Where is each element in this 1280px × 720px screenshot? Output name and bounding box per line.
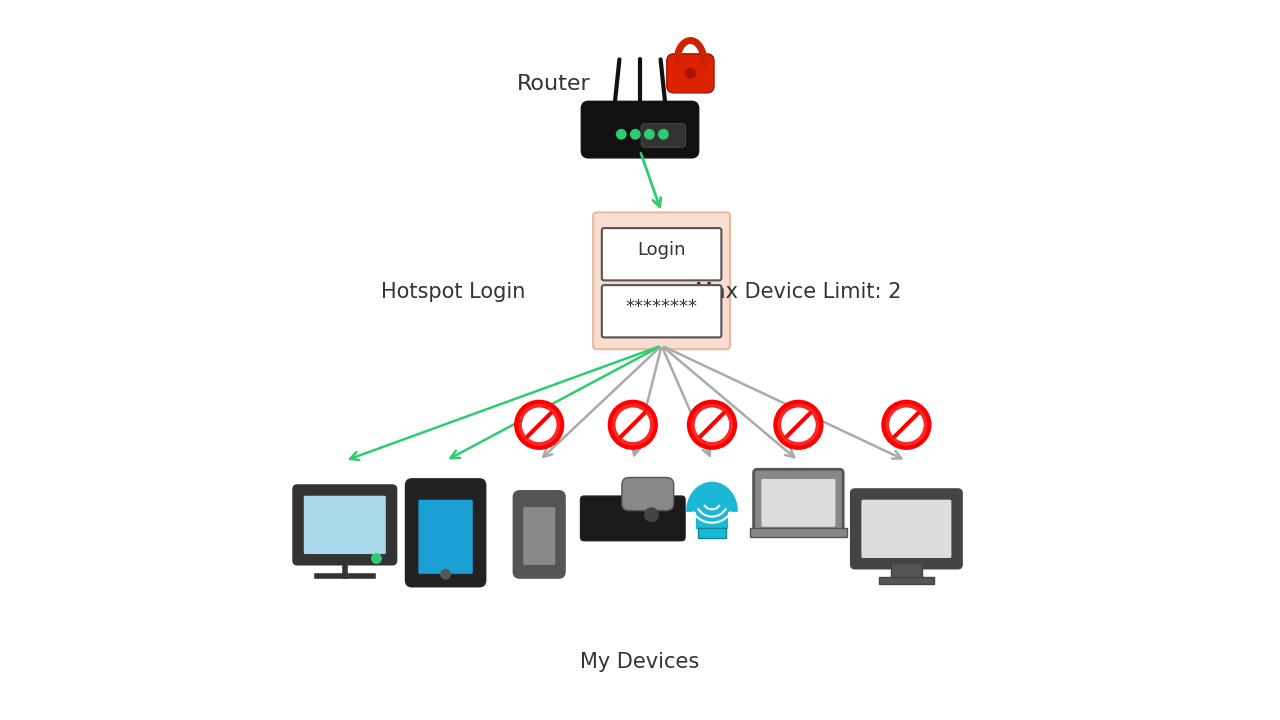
FancyBboxPatch shape xyxy=(602,285,722,338)
FancyBboxPatch shape xyxy=(750,528,847,536)
Circle shape xyxy=(883,402,929,448)
FancyBboxPatch shape xyxy=(515,492,564,577)
Circle shape xyxy=(782,408,815,441)
FancyBboxPatch shape xyxy=(696,510,728,529)
FancyBboxPatch shape xyxy=(406,480,485,586)
FancyBboxPatch shape xyxy=(851,490,961,568)
FancyBboxPatch shape xyxy=(861,500,951,558)
Text: Max Device Limit: 2: Max Device Limit: 2 xyxy=(695,282,901,302)
Circle shape xyxy=(617,130,626,139)
Text: Router: Router xyxy=(517,73,590,94)
Circle shape xyxy=(522,408,556,441)
Circle shape xyxy=(631,130,640,139)
Circle shape xyxy=(686,68,695,78)
FancyBboxPatch shape xyxy=(667,54,714,93)
FancyBboxPatch shape xyxy=(293,485,396,564)
Circle shape xyxy=(689,402,735,448)
Text: Login: Login xyxy=(637,240,686,258)
FancyBboxPatch shape xyxy=(581,496,685,541)
Text: My Devices: My Devices xyxy=(580,652,700,672)
Circle shape xyxy=(371,554,381,563)
Text: Hotspot Login: Hotspot Login xyxy=(380,282,525,302)
Circle shape xyxy=(440,570,451,579)
FancyBboxPatch shape xyxy=(762,479,836,527)
Circle shape xyxy=(659,130,668,139)
Circle shape xyxy=(516,402,562,448)
Circle shape xyxy=(609,402,655,448)
FancyBboxPatch shape xyxy=(891,563,922,578)
FancyBboxPatch shape xyxy=(698,528,727,539)
FancyBboxPatch shape xyxy=(419,500,472,574)
FancyBboxPatch shape xyxy=(878,577,934,585)
FancyBboxPatch shape xyxy=(754,469,844,533)
Circle shape xyxy=(645,508,658,521)
Polygon shape xyxy=(687,482,737,511)
Circle shape xyxy=(776,402,822,448)
FancyBboxPatch shape xyxy=(524,507,556,565)
FancyBboxPatch shape xyxy=(602,228,722,280)
FancyBboxPatch shape xyxy=(303,495,385,554)
Circle shape xyxy=(890,408,923,441)
Circle shape xyxy=(645,130,654,139)
FancyBboxPatch shape xyxy=(593,212,730,349)
Text: ********: ******** xyxy=(626,298,698,315)
Circle shape xyxy=(695,408,728,441)
Circle shape xyxy=(616,408,649,441)
FancyBboxPatch shape xyxy=(581,102,699,158)
FancyBboxPatch shape xyxy=(622,477,673,510)
FancyBboxPatch shape xyxy=(641,124,686,148)
